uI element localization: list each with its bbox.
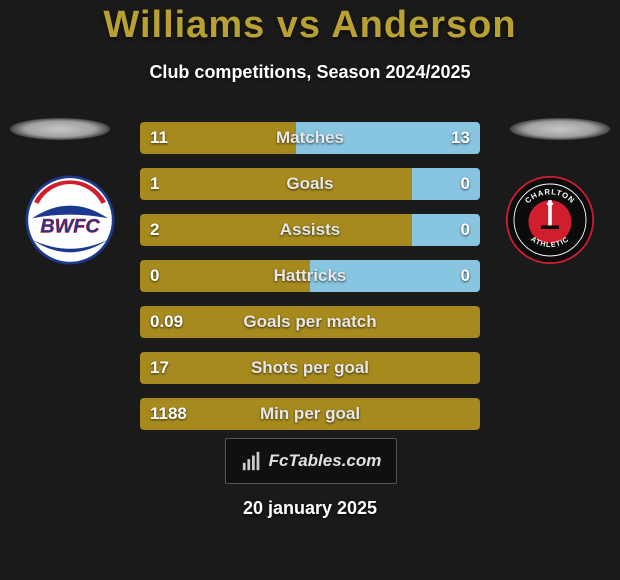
stat-label: Min per goal	[140, 398, 480, 430]
chart-icon	[241, 450, 263, 472]
bolton-crest-icon: BWFC	[25, 175, 115, 265]
subtitle: Club competitions, Season 2024/2025	[0, 62, 620, 83]
crest-left-text: BWFC	[40, 216, 100, 238]
footer-brand-badge[interactable]: FcTables.com	[225, 438, 397, 484]
shadow-right	[510, 118, 610, 140]
stat-value-right: 13	[451, 122, 470, 154]
stat-value-left: 11	[150, 122, 168, 154]
stat-value-left: 17	[150, 352, 169, 384]
crest-left: BWFC	[25, 175, 115, 265]
stat-label: Shots per goal	[140, 352, 480, 384]
shadow-left	[10, 118, 110, 140]
stat-value-right: 0	[461, 260, 470, 292]
stat-row: Shots per goal17	[140, 352, 480, 384]
stat-row: Goals per match0.09	[140, 306, 480, 338]
stat-label: Hattricks	[140, 260, 480, 292]
root: Williams vs Anderson Club competitions, …	[0, 0, 620, 580]
stat-value-left: 1188	[150, 398, 187, 430]
stat-row: Min per goal1188	[140, 398, 480, 430]
stat-row: Matches11 13	[140, 122, 480, 154]
stat-value-right: 0	[461, 214, 470, 246]
stats-panel: Matches1113Goals10Assists20Hattricks00Go…	[140, 122, 480, 444]
date-text: 20 january 2025	[0, 498, 620, 519]
charlton-crest-icon: CHARLTON ATHLETIC	[505, 175, 595, 265]
stat-value-left: 1	[150, 168, 159, 200]
stat-row: Hattricks0 0	[140, 260, 480, 292]
stat-value-right: 0	[461, 168, 470, 200]
footer-brand-text: FcTables.com	[269, 451, 382, 471]
stat-value-left: 0.09	[150, 306, 183, 338]
crest-right: CHARLTON ATHLETIC	[505, 175, 595, 265]
page-title: Williams vs Anderson	[0, 4, 620, 47]
stat-label: Goals per match	[140, 306, 480, 338]
stat-label: Matches	[140, 122, 480, 154]
stat-value-left: 0	[150, 260, 159, 292]
stat-label: Goals	[140, 168, 480, 200]
stat-label: Assists	[140, 214, 480, 246]
stat-value-left: 2	[150, 214, 159, 246]
stat-row: Goals1 0	[140, 168, 480, 200]
stat-row: Assists2 0	[140, 214, 480, 246]
